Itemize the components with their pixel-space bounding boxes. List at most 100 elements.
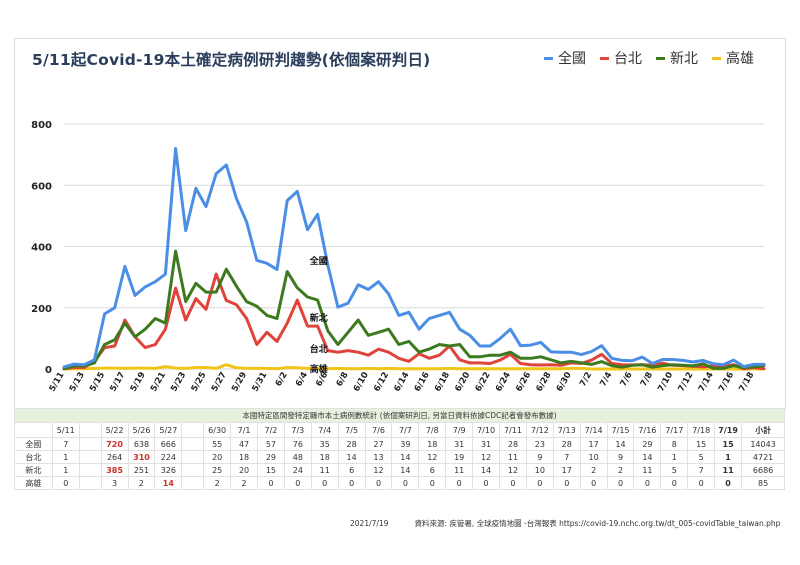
table-cell: 9 [525,450,554,464]
x-tick-label: 6/30 [555,370,574,393]
table-header-cell: 7/13 [552,422,581,438]
table-cell: 0 [552,476,581,490]
table-cell: 47 [230,437,258,451]
x-tick-label: 5/31 [250,370,269,393]
table-cell: 14 [154,476,183,490]
x-tick-label: 5/21 [149,370,168,393]
table-cell: 12 [418,450,447,464]
table-cell: 224 [154,450,183,464]
series-inline-label: 全國 [309,255,328,267]
table-header-cell: 7/7 [391,422,420,438]
table-header-cell [78,422,102,438]
y-tick-label: 800 [31,120,52,131]
legend-swatch [656,56,665,60]
x-tick-label: 6/4 [294,370,310,388]
table-cell: 20 [203,450,232,464]
legend-item: 台北 [600,48,642,68]
table-cell: 11 [633,463,662,477]
table-cell: 39 [391,437,420,451]
table-cell: 1 [51,463,80,477]
table-cell: 0 [364,476,393,490]
chart-legend: 全國 台北 新北 高雄 [544,48,754,68]
x-tick-label: 5/15 [88,370,107,393]
table-row: 台北 1 264 310 224 20 18 29 48 18 14 13 14 12 19 12 11 9 7 10… [14,450,786,464]
x-tick-label: 6/14 [392,370,411,393]
x-tick-label: 7/2 [578,370,594,388]
x-tick-label: 7/16 [717,370,736,393]
table-cell: 10 [579,450,608,464]
table-cell [181,437,205,451]
table-cell: 85 [741,476,786,490]
table-cell: 11 [499,450,527,464]
table-cell: 0 [660,476,689,490]
table-cell: 2 [127,476,156,490]
table-header-cell: 7/3 [283,422,312,438]
series-inline-label: 新北 [310,312,328,324]
legend-swatch [712,56,721,60]
table-cell: 0 [337,476,366,490]
table-header-cell: 5/26 [127,422,156,438]
table-cell: 0 [579,476,608,490]
table-header-cell: 7/15 [606,422,635,438]
table-cell: 6 [418,463,447,477]
legend-item: 新北 [656,48,698,68]
x-tick-label: 5/27 [210,370,229,393]
table-cell: 0 [714,476,743,490]
legend-label: 台北 [614,51,642,67]
chart-frame [14,38,786,409]
table-cell: 28 [337,437,366,451]
x-tick-label: 6/2 [274,370,290,388]
table-header-cell [14,422,53,438]
x-tick-label: 6/20 [453,370,472,393]
table-cell: 28 [499,437,527,451]
table-cell: 0 [525,476,554,490]
table-cell: 2 [606,463,635,477]
table-cell: 19 [445,450,474,464]
table-header-cell: 7/2 [257,422,285,438]
table-header-cell: 7/11 [499,422,527,438]
table-cell: 7 [552,450,581,464]
x-tick-label: 7/14 [697,370,716,393]
table-cell: 14 [391,463,420,477]
x-tick-label: 5/23 [169,370,188,393]
legend-swatch [544,56,553,60]
table-caption: 本國特定區間發特定縣市本土病例數統計 (依個案研判日, 另當日資料依據CDC記者… [13,408,786,423]
table-cell: 0 [633,476,662,490]
footer-source: 資料來源: 疾管署, 全球疫情地圖 -台灣報表 https://covid-19… [414,519,781,528]
table-cell: 0 [310,476,339,490]
legend-label: 高雄 [726,51,754,67]
table-cell: 17 [552,463,581,477]
table-cell: 0 [391,476,420,490]
table-cell: 0 [283,476,312,490]
table-cell [78,450,102,464]
x-tick-label: 7/6 [619,370,635,388]
table-cell: 14 [391,450,420,464]
table-cell: 1 [660,450,689,464]
series-line-newtaipei [62,249,766,371]
table-cell [78,476,102,490]
row-label: 台北 [14,450,53,464]
table-cell: 17 [579,437,608,451]
table-row: 全國 7 720 638 666 55 47 57 76 35 28 27 39 18 31 31 28 23 28… [14,437,786,451]
table-cell: 385 [100,463,129,477]
table-cell: 638 [127,437,156,451]
table-cell: 720 [100,437,129,451]
table-cell [181,476,205,490]
table-header-cell: 7/12 [525,422,554,438]
table-cell: 11 [714,463,743,477]
table-cell: 24 [283,463,312,477]
legend-label: 全國 [558,51,586,67]
table-cell: 31 [472,437,501,451]
table-header-cell: 5/27 [154,422,183,438]
series-line-national [62,147,766,369]
table-header-cell: 7/5 [337,422,366,438]
table-header-cell: 7/19 [714,422,743,438]
series-inline-label: 台北 [310,343,328,355]
x-tick-label: 6/10 [352,370,371,393]
table-header-cell: 7/16 [633,422,662,438]
table-cell: 0 [499,476,527,490]
table-cell: 18 [230,450,258,464]
table-cell: 5 [687,450,716,464]
table-cell [181,463,205,477]
